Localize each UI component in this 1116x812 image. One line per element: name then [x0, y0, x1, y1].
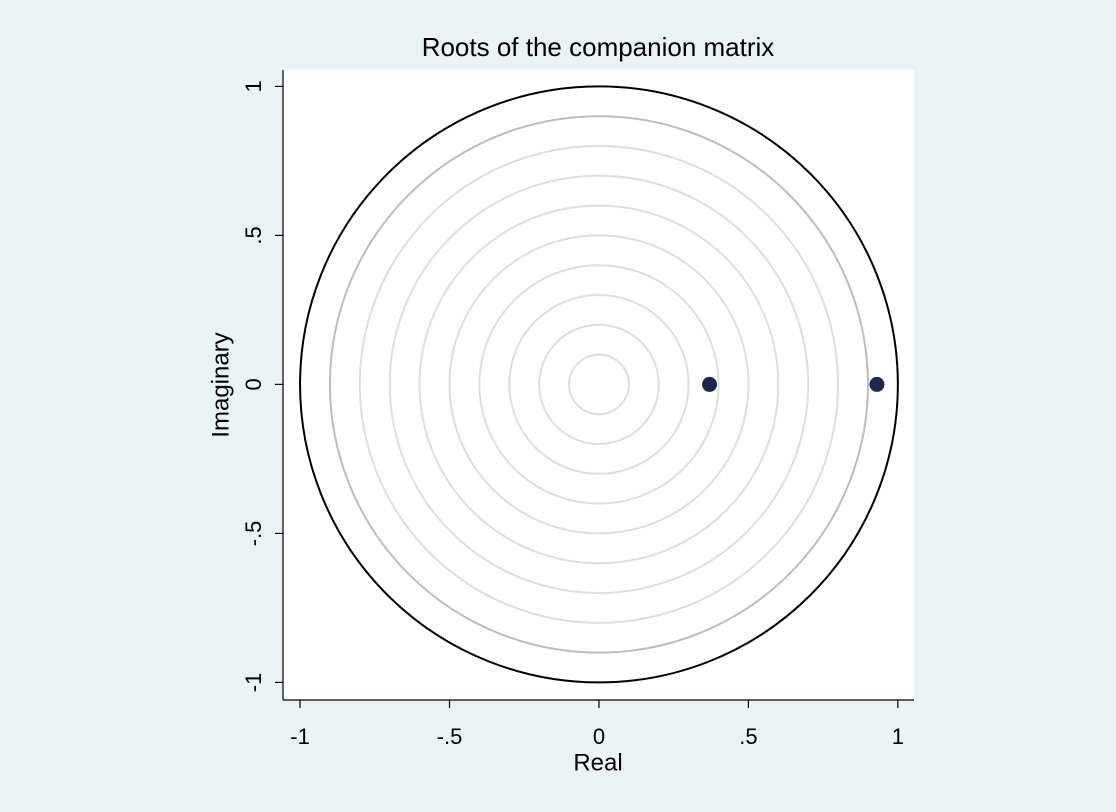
reference-circle — [568, 353, 630, 416]
y-tick-label: .5 — [241, 226, 266, 244]
reference-circle — [508, 294, 690, 475]
reference-circle — [538, 323, 660, 446]
reference-circle — [328, 115, 869, 654]
x-axis-label: Real — [573, 749, 622, 776]
reference-circle — [358, 144, 840, 624]
chart-title: Roots of the companion matrix — [422, 32, 775, 62]
x-tick-label: -.5 — [437, 724, 463, 749]
x-tick-label: 0 — [593, 724, 605, 749]
y-tick-label: 0 — [241, 378, 266, 390]
reference-circle — [299, 85, 899, 684]
y-tick-label: -1 — [241, 673, 266, 693]
y-tick-label: 1 — [241, 80, 266, 92]
point — [702, 376, 718, 392]
x-tick-label: .5 — [739, 724, 757, 749]
y-tick-label: -.5 — [241, 521, 266, 547]
point — [869, 376, 885, 392]
plot-area — [283, 70, 914, 700]
x-tick-label: 1 — [892, 724, 904, 749]
reference-circle — [448, 234, 750, 535]
x-tick-label: -1 — [290, 724, 310, 749]
y-axis-label: Imaginary — [207, 332, 234, 437]
reference-circle — [418, 204, 780, 565]
reference-circle — [478, 264, 720, 505]
reference-circle — [388, 174, 810, 595]
